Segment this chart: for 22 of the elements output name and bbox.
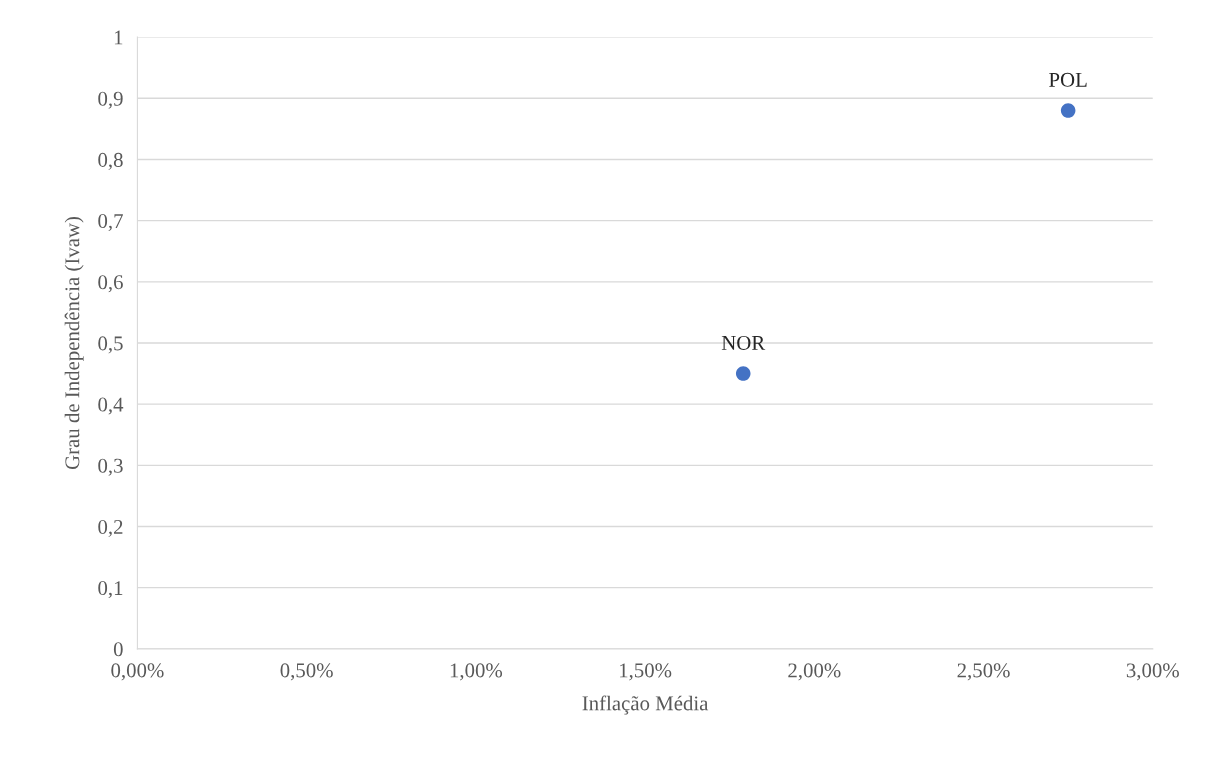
x-tick-label: 2,50% — [957, 663, 1010, 681]
y-tick-label: 0 — [113, 642, 123, 657]
y-tick-label: 0,8 — [98, 152, 123, 170]
y-tick-label: 0,5 — [98, 336, 123, 354]
y-tick-label: 0,9 — [98, 91, 123, 109]
x-tick-label: 3,00% — [1126, 663, 1179, 681]
x-tick-label: 2,00% — [788, 663, 841, 681]
x-tick-label: 0,50% — [280, 663, 333, 681]
y-tick-label: 0,7 — [98, 214, 123, 232]
y-axis-title: Grau de Independência (Ivaw) — [64, 216, 84, 470]
x-tick-label: 0,00% — [111, 663, 164, 681]
y-tick-label: 1 — [114, 30, 123, 45]
x-tick-label: 1,50% — [620, 663, 672, 681]
y-tick-label: 0,2 — [98, 519, 123, 537]
x-tick-label: 1,00% — [450, 663, 503, 681]
y-tick-label: 0,1 — [98, 581, 123, 599]
annotation: NOR — [721, 335, 766, 350]
y-tick-label: 0,6 — [98, 275, 123, 293]
annotation: POL — [1049, 72, 1087, 87]
y-tick-label: 0,4 — [98, 397, 124, 415]
x-axis-title: Inflação Média — [582, 695, 709, 715]
y-tick-label: 0,3 — [98, 458, 123, 476]
